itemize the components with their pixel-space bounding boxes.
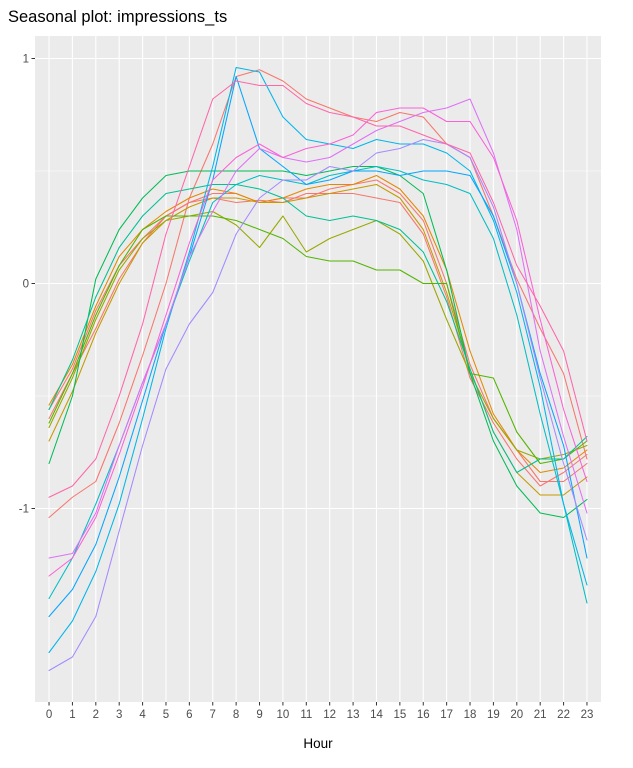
x-tick-label: 4 — [139, 709, 146, 721]
x-tick-label: 17 — [440, 709, 453, 721]
x-tick-label: 22 — [557, 709, 570, 721]
x-tick-label: 10 — [277, 709, 290, 721]
series-line-4 — [48, 174, 588, 474]
x-tick-label: 2 — [93, 709, 99, 721]
series-line-16 — [48, 80, 588, 498]
x-tick-label: 18 — [464, 709, 477, 721]
x-tick-label: 3 — [116, 709, 122, 721]
plot-panel — [35, 36, 601, 702]
y-tick-label: 0 — [23, 279, 29, 291]
x-tick-label: 0 — [46, 709, 52, 721]
x-tick-label: 11 — [300, 709, 312, 721]
x-tick-label: 21 — [534, 709, 547, 721]
x-tick-label: 14 — [370, 709, 383, 721]
y-tick-labels: -1 0 1 — [19, 54, 29, 516]
series-layer — [48, 66, 588, 672]
x-tick-label: 9 — [256, 709, 262, 721]
axis-ticks — [31, 58, 588, 706]
x-tick-labels: 0 1 2 3 4 5 6 7 8 9 10 11 12 13 14 15 16 17 18 19 20 21 22 23 — [46, 709, 594, 721]
y-tick-label: -1 — [19, 504, 29, 516]
x-tick-label: 16 — [417, 709, 430, 721]
series-line-13 — [48, 138, 588, 672]
series-line-7 — [48, 215, 588, 465]
series-line-9 — [48, 183, 588, 474]
x-tick-label: 7 — [210, 709, 216, 721]
x-tick-label: 19 — [487, 709, 500, 721]
x-tick-label: 13 — [347, 709, 360, 721]
series-line-15 — [48, 107, 588, 577]
series-line-12 — [48, 75, 588, 618]
grid-minor — [35, 170, 601, 397]
x-tick-label: 15 — [393, 709, 406, 721]
series-line-6 — [48, 210, 588, 460]
x-tick-label: 23 — [581, 709, 594, 721]
x-tick-label: 8 — [233, 709, 239, 721]
grid-major — [35, 36, 601, 702]
x-tick-label: 6 — [186, 709, 192, 721]
x-tick-label: 1 — [69, 709, 75, 721]
chart-title: Seasonal plot: impressions_ts — [8, 8, 227, 26]
x-tick-label: 20 — [510, 709, 523, 721]
x-tick-label: 5 — [163, 709, 169, 721]
x-tick-label: 12 — [323, 709, 336, 721]
series-line-11 — [48, 66, 588, 654]
y-tick-label: 1 — [23, 54, 29, 66]
series-line-14 — [48, 98, 588, 559]
x-axis-title: Hour — [303, 736, 333, 751]
